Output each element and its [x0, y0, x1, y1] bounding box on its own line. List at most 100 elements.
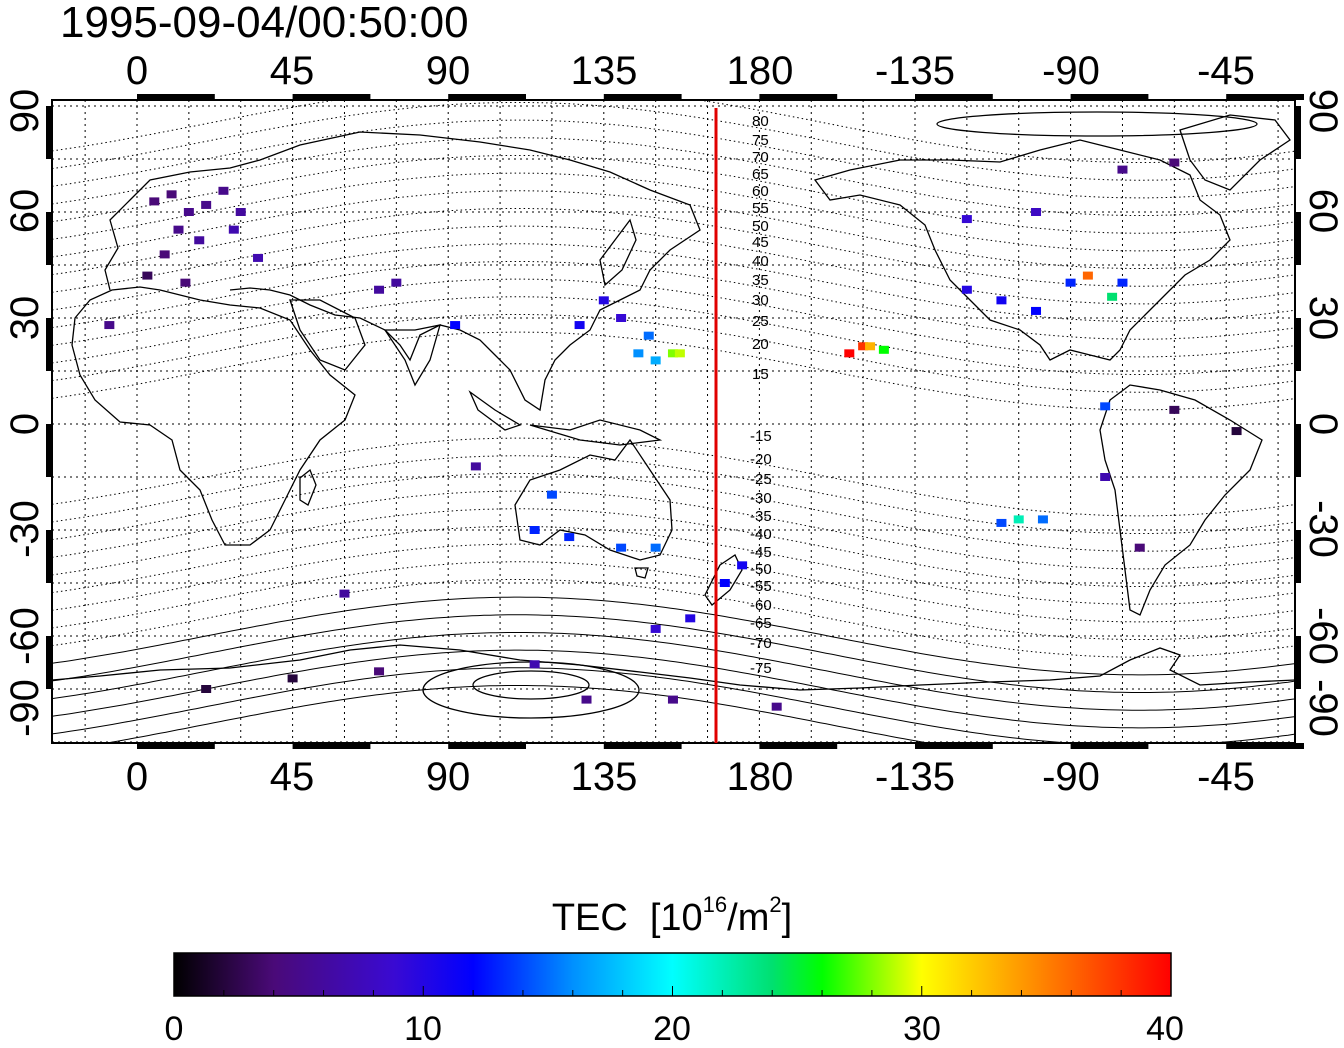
left-lat-axis: 90 60 30 0 -30 -60 -90 [3, 89, 47, 737]
top-tick-bar [292, 94, 371, 100]
left-tick-bar [46, 318, 52, 371]
colorbar-tick-label: 20 [653, 1010, 691, 1048]
top-lon-label: 45 [270, 49, 315, 93]
top-lon-label: 180 [727, 49, 794, 93]
bottom-lon-label: 0 [126, 755, 148, 799]
contour-line [52, 667, 1295, 743]
contour-line [52, 579, 1295, 658]
contour-label: 40 [752, 253, 769, 270]
colorbar-tick-label: 0 [165, 1010, 184, 1048]
contour-line [52, 437, 1295, 517]
right-tick-bar [1295, 636, 1301, 689]
tec-point [650, 543, 661, 552]
tec-point [374, 667, 385, 676]
tec-point [1100, 473, 1111, 481]
contour-line [52, 190, 1295, 269]
contour-label: 25 [752, 313, 769, 330]
colorbar: TEC [1016/m2] 0 10 20 30 40 [165, 892, 1184, 1048]
tec-point [218, 186, 229, 195]
left-lat-label: 60 [3, 189, 47, 234]
tec-point [194, 236, 205, 245]
contour-line [52, 508, 1295, 587]
tec-point [1031, 208, 1042, 216]
tec-point [650, 624, 661, 633]
tec-point [961, 285, 972, 294]
contour-line [52, 102, 1295, 181]
contour-line [52, 155, 1295, 234]
contour-label: -20 [750, 451, 772, 468]
tec-point [450, 321, 461, 330]
top-tick-bar [137, 94, 215, 100]
right-tick-bar [1295, 318, 1301, 371]
contour-line [52, 208, 1295, 287]
bottom-lon-label: 45 [270, 755, 315, 799]
colorbar-unit-mid: /m [727, 897, 769, 939]
top-lon-label: -45 [1197, 49, 1255, 93]
bottom-tick-bar [448, 743, 526, 749]
pole-contour [472, 670, 590, 700]
map-frame [51, 99, 1296, 744]
tec-point [564, 533, 575, 542]
contour-line [52, 225, 1295, 305]
top-tick-bar [1226, 94, 1304, 100]
tec-point [633, 349, 644, 358]
contour-line [52, 137, 1295, 216]
tec-point [719, 579, 730, 587]
contour-line [52, 561, 1295, 640]
tec-point [149, 197, 160, 206]
contour-label: -70 [750, 635, 772, 652]
tec-point [201, 685, 212, 693]
contour-label: -75 [750, 660, 772, 677]
top-lon-label: 90 [426, 49, 471, 93]
right-lat-label: 90 [1301, 89, 1344, 134]
tec-point [667, 695, 678, 704]
top-lon-axis: 0 45 90 135 180 -135 -90 -45 [126, 49, 1255, 93]
right-lat-label: 60 [1301, 189, 1344, 234]
contour-line [52, 649, 1295, 729]
contour-label: -55 [750, 578, 772, 595]
tec-point [391, 278, 402, 287]
coastlines [52, 114, 1295, 691]
tec-point [1037, 515, 1048, 524]
bottom-lon-label: -45 [1197, 755, 1255, 799]
contour-line [52, 490, 1295, 570]
contour-label: -60 [750, 597, 772, 614]
contour-line [52, 455, 1295, 534]
tec-point [1231, 427, 1242, 436]
contour-line [52, 314, 1295, 393]
tec-point [996, 296, 1007, 305]
contour-label: 60 [752, 183, 769, 200]
tec-point [650, 356, 661, 365]
left-tick-bar [46, 530, 52, 583]
contour-label: -35 [750, 508, 772, 525]
bottom-lon-axis: 0 45 90 135 180 -135 -90 -45 [126, 755, 1255, 799]
bottom-tick-bar [915, 743, 993, 749]
tec-point [173, 225, 184, 234]
left-lat-label: -60 [3, 607, 47, 665]
tec-point [1169, 158, 1180, 167]
bottom-tick-bar [759, 743, 838, 749]
right-lat-label: -60 [1301, 607, 1344, 665]
contour-line [52, 526, 1295, 605]
contour-line [52, 296, 1295, 375]
bottom-lon-label: 90 [426, 755, 471, 799]
tec-point [529, 526, 540, 534]
right-tick-bar [1295, 212, 1301, 265]
contour-label: -25 [750, 471, 772, 488]
tec-point [287, 674, 298, 683]
axis-tick-bars [46, 94, 1304, 749]
tec-point [1065, 278, 1076, 287]
tec-point [1082, 271, 1093, 280]
bottom-tick-bar [1226, 743, 1304, 749]
tec-point [339, 589, 350, 598]
left-lat-label: -90 [3, 679, 47, 737]
tec-point [598, 296, 609, 305]
top-lon-label: -90 [1042, 49, 1100, 93]
right-tick-bar [1295, 106, 1301, 159]
map-title: 1995-09-04/00:50:00 [60, 0, 469, 47]
tec-point [616, 543, 627, 552]
left-lat-label: 90 [3, 89, 47, 134]
tec-point [253, 253, 264, 262]
